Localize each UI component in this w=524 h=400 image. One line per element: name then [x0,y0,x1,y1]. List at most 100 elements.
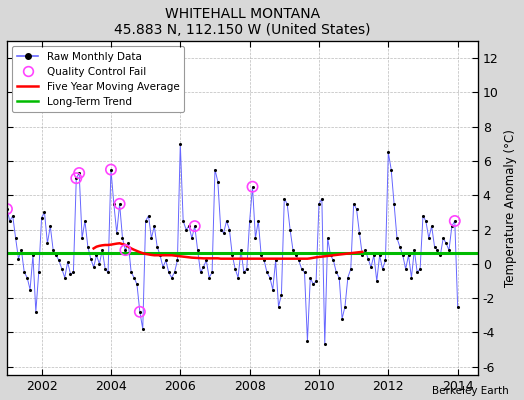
Point [153,244,161,250]
Point [147,235,156,241]
Point [133,281,141,288]
Point [46,223,54,229]
Point [303,338,312,344]
Point [113,230,121,236]
Point [430,244,439,250]
Point [141,218,150,224]
Point [58,266,66,272]
Point [127,269,135,276]
Point [399,252,407,258]
Point [292,252,300,258]
Point [78,235,86,241]
Point [355,230,364,236]
Point [67,271,75,277]
Point [231,266,239,272]
Point [6,218,14,224]
Point [75,170,83,176]
Point [234,274,242,281]
Point [364,256,372,262]
Point [3,206,11,212]
Point [199,264,208,270]
Point [98,247,106,253]
Point [130,274,138,281]
Point [23,274,31,281]
Point [81,218,89,224]
Point [202,257,211,264]
Point [185,223,193,229]
Point [17,247,26,253]
Point [208,269,216,276]
Point [376,252,384,258]
Title: WHITEHALL MONTANA
45.883 N, 112.150 W (United States): WHITEHALL MONTANA 45.883 N, 112.150 W (U… [114,7,370,37]
Point [433,247,442,253]
Point [422,218,430,224]
Point [271,257,280,264]
Y-axis label: Temperature Anomaly (°C): Temperature Anomaly (°C) [504,129,517,287]
Point [179,218,188,224]
Point [49,247,57,253]
Point [84,244,92,250]
Point [214,178,222,185]
Point [390,201,398,207]
Point [205,274,213,281]
Point [329,257,337,264]
Point [104,269,112,276]
Point [269,286,277,293]
Point [280,196,289,202]
Point [3,206,11,212]
Point [26,286,34,293]
Point [401,266,410,272]
Point [191,223,199,229]
Point [260,257,268,264]
Point [384,149,392,156]
Point [20,269,28,276]
Point [312,278,320,284]
Point [439,235,447,241]
Point [275,304,283,310]
Point [410,247,419,253]
Point [225,226,234,233]
Point [191,223,199,229]
Point [182,226,190,233]
Point [445,247,453,253]
Point [75,170,83,176]
Point [396,244,404,250]
Point [72,175,81,181]
Point [321,341,329,348]
Point [263,269,271,276]
Point [37,214,46,221]
Point [367,264,375,270]
Point [72,175,81,181]
Point [136,309,144,315]
Point [451,218,459,224]
Point [107,166,115,173]
Point [165,269,173,276]
Point [29,252,37,258]
Point [161,257,170,264]
Point [228,252,236,258]
Point [358,252,366,258]
Point [300,269,309,276]
Point [283,201,291,207]
Point [245,218,254,224]
Point [115,201,124,207]
Legend: Raw Monthly Data, Quality Control Fail, Five Year Moving Average, Long-Term Tren: Raw Monthly Data, Quality Control Fail, … [12,46,184,112]
Point [136,309,144,315]
Point [239,269,248,276]
Point [211,166,219,173]
Point [306,274,314,281]
Point [150,223,158,229]
Point [54,257,63,264]
Point [95,261,104,267]
Point [31,309,40,315]
Point [257,252,265,258]
Point [315,201,323,207]
Point [332,269,341,276]
Point [173,257,182,264]
Point [309,281,318,288]
Point [326,252,335,258]
Point [90,264,98,270]
Point [144,213,152,219]
Point [416,266,424,272]
Point [35,269,43,276]
